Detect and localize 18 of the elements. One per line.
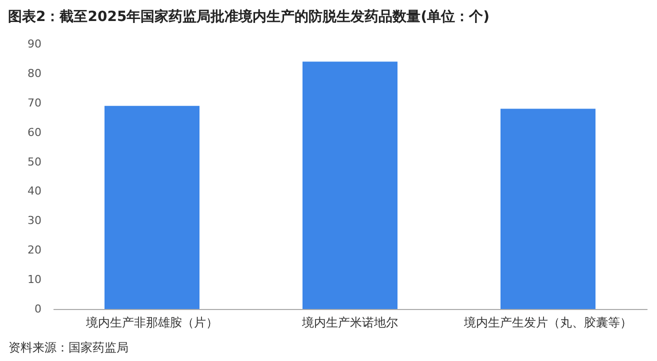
y-tick-label: 70 [28, 96, 42, 110]
x-tick-label: 境内生产米诺地尔 [301, 316, 398, 330]
y-tick-label: 0 [34, 302, 42, 316]
bar [104, 106, 200, 309]
x-tick-label: 境内生产非那雄胺（片） [85, 316, 218, 330]
bar [500, 108, 596, 309]
y-tick-label: 60 [28, 126, 42, 139]
y-tick-label: 30 [28, 214, 42, 228]
y-tick-label: 90 [28, 38, 42, 50]
chart-title: 图表2：截至2025年国家药监局批准境内生产的防脱生发药品数量(单位：个) [8, 8, 490, 25]
x-tick-label: 境内生产生发片（丸、胶囊等） [463, 316, 632, 330]
text: 资料来源：国家药监局 [8, 340, 128, 354]
y-tick-label: 50 [28, 155, 42, 168]
y-tick-label: 20 [28, 244, 42, 257]
y-tick-label: 10 [28, 273, 42, 286]
y-tick-label: 80 [28, 66, 42, 80]
bar [302, 62, 398, 309]
y-tick-label: 40 [28, 184, 42, 198]
